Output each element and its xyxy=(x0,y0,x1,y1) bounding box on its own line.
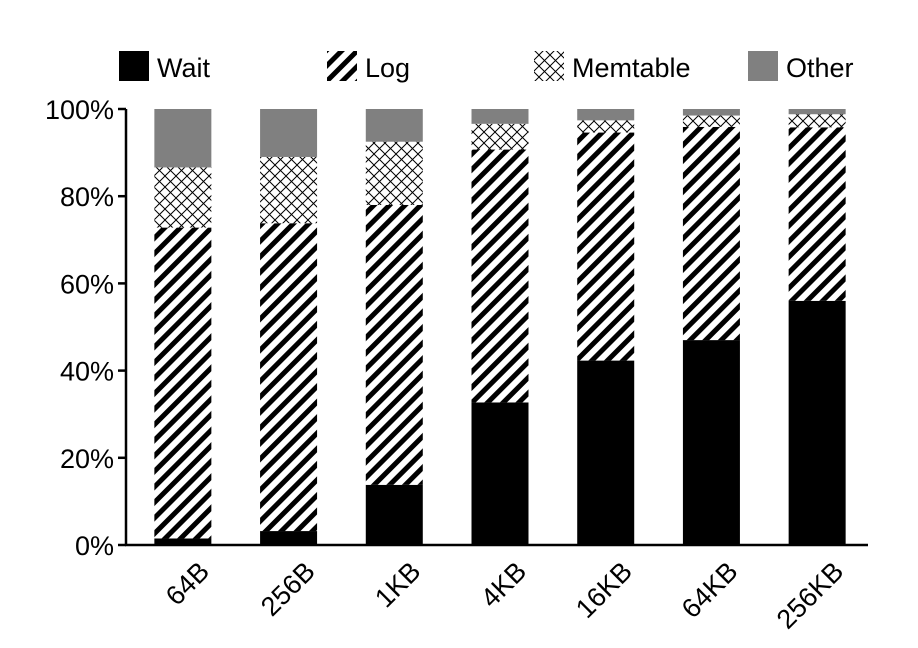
bar-group-64b xyxy=(154,109,212,545)
y-tick-label: 20% xyxy=(60,444,114,474)
bar-segment-other-4kb xyxy=(471,109,529,124)
x-category-label: 4KB xyxy=(475,556,532,613)
legend-item-other: Other xyxy=(748,51,854,83)
bar-segment-wait-64b xyxy=(154,538,212,545)
bar-segment-wait-256kb xyxy=(788,300,846,545)
legend-swatch-log xyxy=(327,51,357,81)
legend-swatch-memtable xyxy=(534,51,564,81)
legend-item-memtable: Memtable xyxy=(534,51,691,83)
bar-segment-memtable-16kb xyxy=(577,120,635,133)
x-category-label: 64KB xyxy=(676,556,744,624)
bar-segment-other-256b xyxy=(260,109,318,157)
bar-segment-log-1kb xyxy=(365,204,423,485)
bars xyxy=(154,109,846,545)
legend-label-wait: Wait xyxy=(157,53,210,83)
bar-group-256b xyxy=(260,109,318,545)
bar-segment-log-256b xyxy=(260,223,318,532)
bar-segment-log-16kb xyxy=(577,132,635,361)
legend-item-wait: Wait xyxy=(119,51,210,83)
bar-segment-log-64kb xyxy=(682,126,740,341)
bar-group-256kb xyxy=(788,109,846,545)
bar-group-4kb xyxy=(471,109,529,545)
y-tick-label: 40% xyxy=(60,357,114,387)
y-tick-label: 100% xyxy=(45,95,114,125)
bar-segment-memtable-64b xyxy=(154,167,212,228)
x-axis: 64B 256B 1KB 4KB 16KB 64KB 256KB xyxy=(125,543,868,635)
bar-segment-memtable-256kb xyxy=(788,114,846,128)
y-tick-label: 80% xyxy=(60,182,114,212)
bar-group-64kb xyxy=(682,109,740,545)
bar-segment-other-64b xyxy=(154,109,212,168)
bar-segment-other-256kb xyxy=(788,109,846,115)
bar-segment-memtable-64kb xyxy=(682,115,740,127)
bar-segment-wait-4kb xyxy=(471,402,529,545)
bar-segment-wait-16kb xyxy=(577,360,635,545)
legend-swatch-other xyxy=(748,51,778,81)
bar-segment-wait-64kb xyxy=(682,340,740,545)
bar-segment-memtable-4kb xyxy=(471,123,529,150)
legend-label-log: Log xyxy=(365,53,410,83)
x-category-label: 1KB xyxy=(369,556,426,613)
bar-segment-memtable-256b xyxy=(260,156,318,224)
y-tick-label: 0% xyxy=(75,531,114,561)
bar-segment-other-64kb xyxy=(682,109,740,116)
bar-segment-other-16kb xyxy=(577,109,635,121)
bar-segment-other-1kb xyxy=(365,109,423,142)
bar-segment-wait-1kb xyxy=(365,484,423,545)
bar-segment-log-256kb xyxy=(788,127,846,301)
legend-label-memtable: Memtable xyxy=(572,53,691,83)
legend-label-other: Other xyxy=(786,53,854,83)
x-category-label: 16KB xyxy=(570,556,638,624)
x-category-label: 64B xyxy=(160,556,215,611)
y-axis: 0% 20% 40% 60% 80% 100% xyxy=(45,95,128,561)
legend: Wait Log Memtable Other xyxy=(119,51,854,83)
x-category-label: 256KB xyxy=(771,556,850,635)
bar-segment-memtable-1kb xyxy=(365,141,423,205)
x-category-label: 256B xyxy=(255,556,321,622)
bar-segment-wait-256b xyxy=(260,531,318,545)
y-tick-label: 60% xyxy=(60,269,114,299)
bar-segment-log-64b xyxy=(154,227,212,539)
bar-group-16kb xyxy=(577,109,635,545)
bar-segment-log-4kb xyxy=(471,149,529,403)
legend-item-log: Log xyxy=(327,51,410,83)
legend-swatch-wait xyxy=(119,51,149,81)
bar-group-1kb xyxy=(365,109,423,545)
